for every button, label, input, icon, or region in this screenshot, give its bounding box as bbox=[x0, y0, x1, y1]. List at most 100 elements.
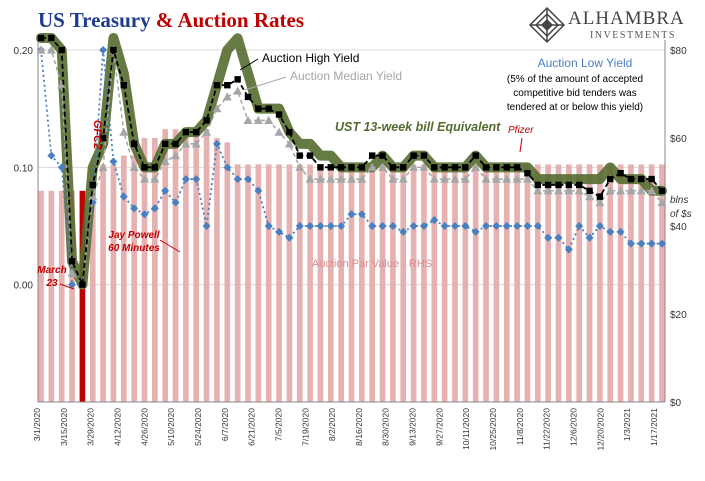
par-value-bar bbox=[483, 164, 489, 402]
low-yield-point bbox=[264, 222, 273, 230]
annotation-high-yield: Auction High Yield bbox=[262, 51, 359, 65]
low-yield-point bbox=[658, 239, 666, 248]
low-yield-point bbox=[575, 222, 584, 230]
median-yield-point bbox=[326, 174, 336, 183]
right-axis-label-line1: blns bbox=[670, 195, 688, 206]
high-yield-point bbox=[472, 152, 479, 159]
right-tick-label: $0 bbox=[670, 398, 682, 409]
par-value-bar bbox=[286, 164, 293, 402]
high-yield-point bbox=[89, 181, 96, 189]
median-yield-point bbox=[636, 186, 646, 195]
par-value-bar bbox=[348, 164, 355, 402]
low-yield-point bbox=[192, 175, 201, 184]
high-yield-point bbox=[141, 164, 148, 171]
high-yield-point bbox=[431, 164, 438, 171]
low-yield-point bbox=[181, 175, 190, 184]
par-value-bar bbox=[162, 129, 169, 402]
par-value-bar bbox=[576, 164, 583, 402]
high-yield-point bbox=[234, 76, 241, 83]
low-yield-point bbox=[502, 222, 511, 230]
low-yield-point bbox=[171, 198, 180, 207]
high-yield-point bbox=[151, 164, 159, 171]
median-yield-point bbox=[140, 174, 149, 183]
par-value-bar bbox=[48, 190, 55, 402]
median-yield-point bbox=[253, 115, 263, 124]
right-tick-label: $40 bbox=[670, 222, 687, 233]
par-value-bar bbox=[524, 164, 531, 402]
median-yield-point bbox=[585, 192, 595, 201]
high-yield-point bbox=[172, 140, 179, 148]
median-yield-point bbox=[150, 174, 160, 183]
low-yield-point bbox=[647, 239, 656, 248]
high-yield-point bbox=[99, 134, 107, 142]
low-yield-point bbox=[606, 227, 615, 236]
title-part-1: US Treasury bbox=[38, 8, 151, 32]
arrow-pfizer bbox=[519, 137, 523, 153]
alhambra-logo: ALHAMBRA INVESTMENTS bbox=[528, 6, 700, 46]
right-tick-label: $60 bbox=[670, 134, 687, 145]
low-yield-point bbox=[399, 227, 408, 236]
median-yield-point bbox=[202, 127, 212, 136]
par-value-bar bbox=[431, 164, 438, 402]
high-yield-point bbox=[648, 175, 655, 183]
low-yield-point bbox=[368, 222, 377, 230]
median-yield-point bbox=[657, 198, 667, 207]
x-tick-label: 1/17/2021 bbox=[649, 408, 659, 446]
annotation-low-yield-title: Auction Low Yield bbox=[538, 56, 633, 70]
median-yield-point bbox=[243, 115, 253, 124]
low-yield-point bbox=[471, 227, 480, 236]
x-tick-label: 3/1/2020 bbox=[32, 408, 42, 441]
median-yield-point bbox=[398, 174, 408, 183]
median-yield-point bbox=[378, 162, 388, 171]
right-tick-label: $80 bbox=[670, 46, 687, 57]
median-yield-point bbox=[67, 268, 77, 277]
x-tick-label: 5/10/2020 bbox=[166, 408, 176, 446]
x-tick-label: 3/15/2020 bbox=[59, 408, 69, 446]
median-yield-point bbox=[605, 186, 615, 195]
low-yield-point bbox=[109, 157, 118, 166]
par-value-bar bbox=[214, 138, 220, 402]
par-value-bar bbox=[597, 164, 603, 402]
par-value-bar bbox=[421, 164, 427, 402]
high-yield-point bbox=[317, 164, 324, 171]
par-value-bar bbox=[493, 164, 500, 402]
x-tick-label: 6/7/2020 bbox=[220, 408, 230, 441]
low-yield-point bbox=[212, 139, 221, 148]
low-yield-point bbox=[626, 239, 635, 248]
median-yield-point bbox=[554, 186, 563, 195]
median-yield-point bbox=[295, 162, 305, 171]
x-tick-label: 4/26/2020 bbox=[139, 408, 149, 446]
par-value-bar bbox=[79, 190, 86, 402]
x-tick-label: 10/11/2020 bbox=[461, 408, 471, 450]
x-tick-label: 12/20/2020 bbox=[595, 408, 605, 451]
low-yield-point bbox=[419, 222, 428, 230]
par-value-bar bbox=[648, 164, 655, 402]
x-tick-label: 6/21/2020 bbox=[247, 408, 257, 446]
par-value-bar bbox=[410, 164, 417, 402]
median-yield-point bbox=[315, 174, 325, 183]
par-value-bar bbox=[131, 155, 137, 402]
median-yield-point bbox=[647, 186, 657, 195]
arrow-march23 bbox=[59, 283, 75, 290]
par-value-bar bbox=[379, 164, 386, 402]
low-yield-point bbox=[130, 204, 139, 213]
par-value-bar bbox=[452, 164, 458, 402]
low-yield-point bbox=[585, 233, 594, 242]
par-value-bar bbox=[245, 164, 251, 402]
low-yield-point bbox=[140, 210, 149, 219]
high-yield-point bbox=[503, 164, 510, 171]
high-yield-point bbox=[400, 164, 407, 171]
median-yield-point bbox=[626, 186, 636, 195]
par-value-bar bbox=[38, 190, 44, 402]
median-yield-point bbox=[574, 186, 584, 195]
low-yield-point bbox=[637, 239, 646, 248]
low-yield-point bbox=[430, 216, 439, 225]
high-yield-point bbox=[493, 164, 500, 171]
median-yield-point bbox=[481, 174, 491, 183]
low-yield-point bbox=[616, 227, 625, 236]
annotation-bill-equivalent: UST 13-week bill Equivalent bbox=[335, 120, 501, 134]
x-tick-label: 3/29/2020 bbox=[86, 408, 96, 446]
high-yield-point bbox=[544, 181, 552, 189]
par-value-bar bbox=[141, 138, 148, 402]
median-yield-point bbox=[409, 162, 419, 171]
